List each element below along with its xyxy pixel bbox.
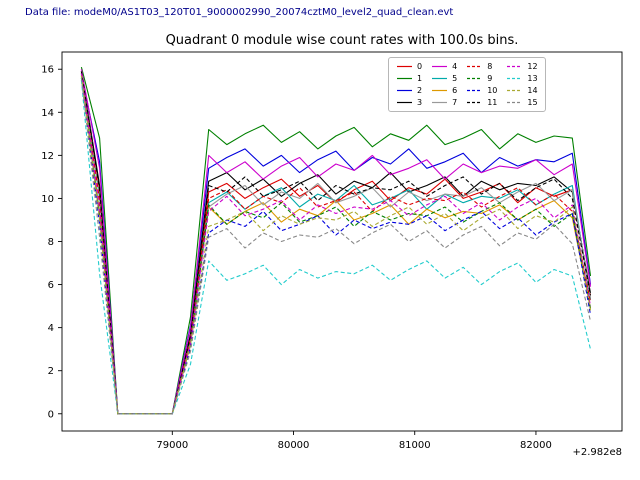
series-line-3 <box>80 71 592 415</box>
series-line-10 <box>80 77 592 415</box>
legend-item-4: 4 <box>431 61 457 72</box>
legend-label: 8 <box>487 62 493 71</box>
chart-title: Quadrant 0 module wise count rates with … <box>165 33 519 48</box>
legend-label: 6 <box>452 86 458 95</box>
series-line-12 <box>80 73 592 415</box>
legend-line-sample-icon <box>467 65 483 68</box>
legend-line-sample-icon <box>397 65 412 68</box>
legend-line-sample-icon <box>397 89 412 92</box>
legend-line-sample-icon <box>467 101 483 104</box>
y-tick-label: 4 <box>48 323 54 334</box>
legend-line-sample-icon <box>507 77 523 80</box>
legend-label: 14 <box>527 86 538 95</box>
y-tick-label: 10 <box>41 194 54 205</box>
legend-item-12: 12 <box>506 61 538 72</box>
legend-item-15: 15 <box>506 97 538 108</box>
legend-line-sample-icon <box>432 89 448 92</box>
x-tick-label: 79000 <box>156 440 188 451</box>
series-line-5 <box>80 73 592 415</box>
legend-line-sample-icon <box>467 77 483 80</box>
series-line-7 <box>80 71 592 415</box>
x-tick-label: 82000 <box>520 440 552 451</box>
legend-item-7: 7 <box>431 97 457 108</box>
legend-label: 12 <box>527 62 538 71</box>
legend-label: 5 <box>452 74 458 83</box>
series-line-13 <box>80 79 592 415</box>
series-line-1 <box>80 66 592 415</box>
x-tick-label: 80000 <box>278 440 310 451</box>
y-tick-label: 16 <box>41 65 54 76</box>
legend-label: 2 <box>417 86 423 95</box>
legend-label: 11 <box>487 98 498 107</box>
series-line-6 <box>80 75 592 415</box>
legend-line-sample-icon <box>432 65 448 68</box>
legend-item-0: 0 <box>396 61 422 72</box>
y-tick-label: 0 <box>48 409 54 420</box>
legend-label: 7 <box>452 98 458 107</box>
legend-label: 13 <box>527 74 538 83</box>
x-axis-offset-label: +2.982e8 <box>572 447 622 458</box>
legend-item-5: 5 <box>431 73 457 84</box>
series-line-8 <box>80 73 592 415</box>
legend-item-3: 3 <box>396 97 422 108</box>
y-tick-label: 8 <box>48 237 54 248</box>
legend-item-13: 13 <box>506 73 538 84</box>
series-line-11 <box>80 71 592 415</box>
legend-line-sample-icon <box>397 101 412 104</box>
y-tick-label: 14 <box>41 108 54 119</box>
legend-label: 9 <box>487 74 493 83</box>
series-line-0 <box>80 71 592 415</box>
legend-line-sample-icon <box>507 65 523 68</box>
legend-label: 1 <box>417 74 423 83</box>
legend-item-2: 2 <box>396 85 422 96</box>
legend-item-10: 10 <box>466 85 497 96</box>
legend-label: 4 <box>452 62 458 71</box>
legend-line-sample-icon <box>507 101 523 104</box>
legend: 0 1 2 3 4 5 6 7 8 9 10 11 12 13 14 15 <box>388 57 546 112</box>
series-line-15 <box>80 77 592 415</box>
legend-item-14: 14 <box>506 85 538 96</box>
series-line-4 <box>80 69 592 415</box>
legend-item-8: 8 <box>466 61 497 72</box>
legend-line-sample-icon <box>467 89 483 92</box>
legend-item-1: 1 <box>396 73 422 84</box>
legend-item-11: 11 <box>466 97 497 108</box>
legend-line-sample-icon <box>432 77 448 80</box>
series-line-9 <box>80 75 592 415</box>
legend-line-sample-icon <box>507 89 523 92</box>
legend-label: 3 <box>417 98 423 107</box>
y-tick-label: 6 <box>48 280 54 291</box>
legend-label: 10 <box>487 86 498 95</box>
legend-item-6: 6 <box>431 85 457 96</box>
x-tick-label: 81000 <box>399 440 431 451</box>
legend-label: 15 <box>527 98 538 107</box>
legend-item-9: 9 <box>466 73 497 84</box>
legend-line-sample-icon <box>432 101 448 104</box>
y-tick-label: 2 <box>48 366 54 377</box>
y-tick-label: 12 <box>41 151 54 162</box>
legend-line-sample-icon <box>397 77 412 80</box>
series-line-14 <box>80 75 592 415</box>
data-file-label: Data file: modeM0/AS1T03_120T01_90000029… <box>25 7 454 18</box>
legend-label: 0 <box>417 62 423 71</box>
series-line-2 <box>80 73 592 415</box>
